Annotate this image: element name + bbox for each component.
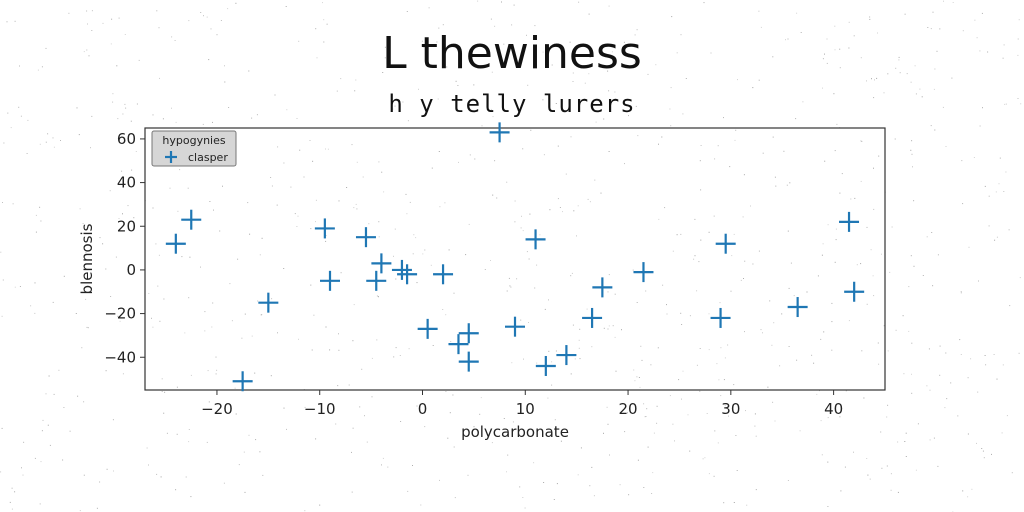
data-point [355,227,376,248]
y-tick-label: 60 [117,130,136,148]
y-tick-label: 0 [126,261,136,279]
data-point [165,233,186,254]
data-point [535,355,556,376]
legend-title: hypogynies [162,134,225,147]
data-point [320,270,340,291]
chart-title: L thewiness [382,28,642,79]
data-points [165,122,865,392]
data-point [366,270,387,291]
x-tick-label: 10 [516,400,535,418]
data-point [371,253,392,274]
data-point [710,307,731,328]
data-point [458,351,479,372]
y-tick-label: 40 [117,174,136,192]
data-point [633,262,654,283]
x-tick-label: 20 [619,400,638,418]
y-tick-label: 20 [117,217,136,235]
data-point [582,307,603,328]
plot-frame [144,127,886,391]
data-point [844,281,865,302]
x-tick-label: −20 [201,400,233,418]
chart-subtitle: h y telly lurers [388,90,636,118]
data-point [391,259,412,280]
data-point [397,264,418,285]
data-point [489,122,510,143]
data-point [556,345,577,366]
y-tick-label: −20 [104,305,136,323]
x-axis: −20 −10 0 10 20 30 40 [201,390,843,418]
x-tick-label: 30 [721,400,740,418]
data-point [232,371,253,392]
data-point [787,297,808,318]
data-point [839,211,860,232]
data-point [458,323,479,344]
x-tick-label: 0 [418,400,428,418]
data-point [314,218,335,239]
data-point [592,277,613,298]
data-point [417,318,438,339]
data-point [181,209,202,230]
y-tick-label: −40 [104,348,136,366]
x-axis-label: polycarbonate [461,423,569,441]
y-axis-label: blennosis [78,223,96,294]
data-point [505,316,525,337]
data-point [525,229,546,250]
data-point [715,233,736,254]
data-point [433,264,454,285]
legend-entry: clasper [188,151,228,164]
x-tick-label: 40 [824,400,843,418]
data-point [448,334,469,355]
legend-marker-plus-icon [165,151,177,163]
x-tick-label: −10 [304,400,336,418]
plot-area [144,127,886,391]
data-point [258,292,279,313]
legend: hypogynies clasper [151,130,237,167]
y-axis: −40 −20 0 20 40 60 [104,130,145,366]
